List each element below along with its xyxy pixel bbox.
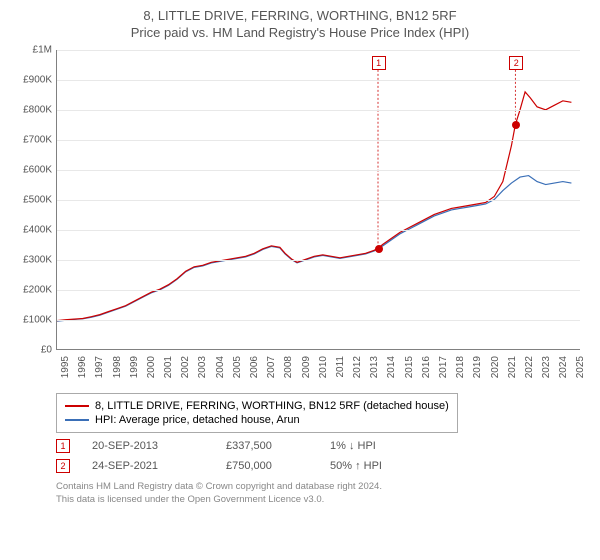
x-tick-label: 2014 — [386, 356, 397, 378]
sale-date: 24-SEP-2021 — [92, 460, 222, 472]
x-tick-label: 2008 — [283, 356, 294, 378]
x-tick-label: 2021 — [507, 356, 518, 378]
sale-price: £337,500 — [226, 440, 326, 452]
y-tick-label: £400K — [12, 225, 52, 236]
x-tick-label: 1999 — [129, 356, 140, 378]
x-tick-label: 2007 — [266, 356, 277, 378]
x-tick-label: 2003 — [197, 356, 208, 378]
x-tick-label: 2000 — [146, 356, 157, 378]
series-property — [57, 92, 571, 321]
x-tick-label: 2023 — [541, 356, 552, 378]
sales-list: 1 20-SEP-2013 £337,500 1% ↓ HPI 2 24-SEP-2021… — [12, 439, 588, 473]
y-tick-label: £800K — [12, 105, 52, 116]
y-tick-label: £300K — [12, 255, 52, 266]
x-tick-label: 2002 — [180, 356, 191, 378]
x-tick-label: 2018 — [455, 356, 466, 378]
x-tick-label: 2020 — [490, 356, 501, 378]
legend-swatch — [65, 419, 89, 421]
x-tick-label: 2006 — [249, 356, 260, 378]
x-tick-label: 2017 — [438, 356, 449, 378]
x-tick-label: 2015 — [404, 356, 415, 378]
chart-subtitle: Price paid vs. HM Land Registry's House … — [12, 25, 588, 40]
chart-title: 8, LITTLE DRIVE, FERRING, WORTHING, BN12… — [12, 8, 588, 23]
x-tick-label: 2004 — [215, 356, 226, 378]
x-tick-label: 2011 — [335, 356, 346, 378]
legend-item: HPI: Average price, detached house, Arun — [65, 414, 449, 426]
legend-swatch — [65, 405, 89, 407]
x-tick-label: 2010 — [318, 356, 329, 378]
legend-label: 8, LITTLE DRIVE, FERRING, WORTHING, BN12… — [95, 400, 449, 412]
sale-price: £750,000 — [226, 460, 326, 472]
y-tick-label: £200K — [12, 285, 52, 296]
y-tick-label: £100K — [12, 315, 52, 326]
chart-container: 8, LITTLE DRIVE, FERRING, WORTHING, BN12… — [0, 0, 600, 511]
y-tick-label: £700K — [12, 135, 52, 146]
x-tick-label: 2024 — [558, 356, 569, 378]
sale-marker-icon: 1 — [56, 439, 70, 453]
x-tick-label: 2012 — [352, 356, 363, 378]
x-tick-label: 1995 — [60, 356, 71, 378]
x-tick-label: 2001 — [163, 356, 174, 378]
legend-item: 8, LITTLE DRIVE, FERRING, WORTHING, BN12… — [65, 400, 449, 412]
sale-marker-box: 1 — [372, 56, 386, 70]
footer-line-2: This data is licensed under the Open Gov… — [56, 494, 584, 507]
sale-marker-box: 2 — [509, 56, 523, 70]
sale-point-dot — [375, 245, 383, 253]
x-tick-label: 2013 — [369, 356, 380, 378]
legend: 8, LITTLE DRIVE, FERRING, WORTHING, BN12… — [56, 393, 458, 433]
y-tick-label: £1M — [12, 45, 52, 56]
x-tick-label: 1997 — [94, 356, 105, 378]
sale-marker-icon: 2 — [56, 459, 70, 473]
x-tick-label: 2022 — [524, 356, 535, 378]
x-tick-label: 1996 — [77, 356, 88, 378]
x-tick-label: 2025 — [575, 356, 586, 378]
footer-attribution: Contains HM Land Registry data © Crown c… — [56, 481, 584, 507]
footer-line-1: Contains HM Land Registry data © Crown c… — [56, 481, 584, 494]
chart-area: £0 £100K £200K £300K £400K £500K £600K £700K £80… — [12, 46, 588, 391]
x-tick-label: 2005 — [232, 356, 243, 378]
sale-diff: 50% ↑ HPI — [330, 460, 450, 472]
sale-row: 1 20-SEP-2013 £337,500 1% ↓ HPI — [56, 439, 584, 453]
y-tick-label: £500K — [12, 195, 52, 206]
legend-label: HPI: Average price, detached house, Arun — [95, 414, 300, 426]
y-tick-label: £900K — [12, 75, 52, 86]
x-tick-label: 1998 — [112, 356, 123, 378]
sale-date: 20-SEP-2013 — [92, 440, 222, 452]
title-block: 8, LITTLE DRIVE, FERRING, WORTHING, BN12… — [12, 8, 588, 40]
sale-row: 2 24-SEP-2021 £750,000 50% ↑ HPI — [56, 459, 584, 473]
x-axis-labels: 1995 1996 1997 1998 1999 2000 2001 2002 2003 2004… — [56, 354, 580, 390]
sale-point-dot — [512, 121, 520, 129]
sale-diff: 1% ↓ HPI — [330, 440, 450, 452]
x-tick-label: 2019 — [472, 356, 483, 378]
x-tick-label: 2009 — [301, 356, 312, 378]
plot-area: 12 — [56, 50, 580, 350]
series-hpi — [57, 176, 571, 322]
y-tick-label: £600K — [12, 165, 52, 176]
x-tick-label: 2016 — [421, 356, 432, 378]
y-tick-label: £0 — [12, 345, 52, 356]
